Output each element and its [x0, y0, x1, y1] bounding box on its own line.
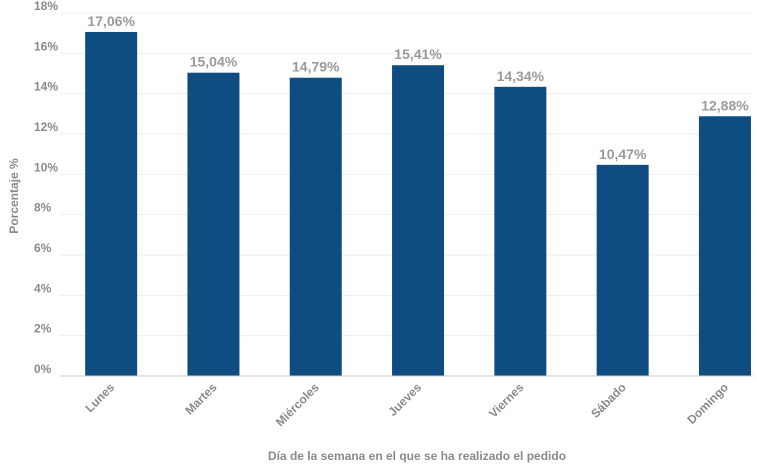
y-tick-label: 6% [34, 241, 52, 255]
bar [85, 31, 138, 377]
y-tick-label: 10% [34, 160, 58, 174]
x-axis-ticks: Lunes Martes Miércoles Jueves Viernes Sábado D… [82, 380, 731, 429]
y-tick-label: 14% [34, 80, 58, 94]
bar-value-label: 14,34% [497, 68, 545, 84]
x-tick-label: Domingo [684, 380, 731, 427]
x-tick-label: Lunes [82, 380, 117, 415]
bars [85, 31, 751, 377]
x-tick-label: Miércoles [273, 380, 322, 429]
y-axis-title: Porcentaje % [7, 158, 21, 234]
y-tick-label: 18% [34, 0, 58, 13]
y-tick-label: 0% [34, 362, 52, 376]
y-tick-label: 4% [34, 281, 52, 295]
x-axis-title: Día de la semana en el que se ha realiza… [268, 449, 566, 463]
y-tick-label: 16% [34, 39, 58, 53]
bar [289, 77, 342, 377]
y-tick-label: 2% [34, 322, 52, 336]
bar-value-label: 14,79% [292, 59, 340, 75]
bar-value-label: 17,06% [87, 13, 135, 29]
y-tick-label: 12% [34, 120, 58, 134]
bar [596, 164, 649, 376]
y-tick-label: 8% [34, 201, 52, 215]
y-axis-ticks: 0% 2% 4% 6% 8% 10% 12% 14% 16% 18% [34, 0, 58, 376]
x-tick-label: Jueves [385, 380, 424, 419]
bar-value-label: 15,41% [394, 46, 442, 62]
x-tick-label: Martes [182, 380, 219, 417]
bar [187, 72, 240, 377]
bar [494, 86, 547, 376]
bar-value-label: 10,47% [599, 146, 647, 162]
x-tick-label: Viernes [486, 380, 527, 421]
x-tick-label: Sábado [588, 380, 629, 421]
bar-value-label: 12,88% [701, 97, 749, 113]
bar [392, 65, 445, 377]
bar [698, 116, 751, 377]
bar-value-label: 15,04% [190, 54, 238, 70]
data-labels: 17,06% 15,04% 14,79% 15,41% 14,34% 10,47% 12,8… [87, 13, 749, 162]
